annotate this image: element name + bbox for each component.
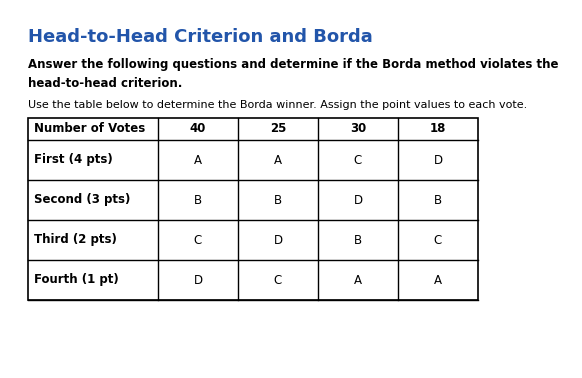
Text: 25: 25 [270,122,286,135]
Text: D: D [353,194,363,206]
Text: A: A [194,153,202,166]
Text: B: B [274,194,282,206]
Text: C: C [354,153,362,166]
Text: C: C [434,234,442,246]
Text: D: D [274,234,283,246]
Text: A: A [434,274,442,287]
Text: First (4 pts): First (4 pts) [34,153,113,166]
Text: C: C [194,234,202,246]
Text: 30: 30 [350,122,366,135]
Text: B: B [434,194,442,206]
Text: Fourth (1 pt): Fourth (1 pt) [34,274,119,287]
Text: Number of Votes: Number of Votes [34,122,146,135]
Text: Second (3 pts): Second (3 pts) [34,194,130,206]
Text: A: A [354,274,362,287]
Text: B: B [354,234,362,246]
Text: D: D [434,153,442,166]
Text: D: D [193,274,203,287]
Text: 40: 40 [190,122,206,135]
Text: B: B [194,194,202,206]
Text: Answer the following questions and determine if the Borda method violates the
he: Answer the following questions and deter… [28,58,559,90]
Text: A: A [274,153,282,166]
Text: Head-to-Head Criterion and Borda: Head-to-Head Criterion and Borda [28,28,372,46]
Text: C: C [274,274,282,287]
Text: Use the table below to determine the Borda winner. Assign the point values to ea: Use the table below to determine the Bor… [28,100,527,110]
Text: 18: 18 [430,122,446,135]
Text: Third (2 pts): Third (2 pts) [34,234,117,246]
Bar [28,118,478,300]
